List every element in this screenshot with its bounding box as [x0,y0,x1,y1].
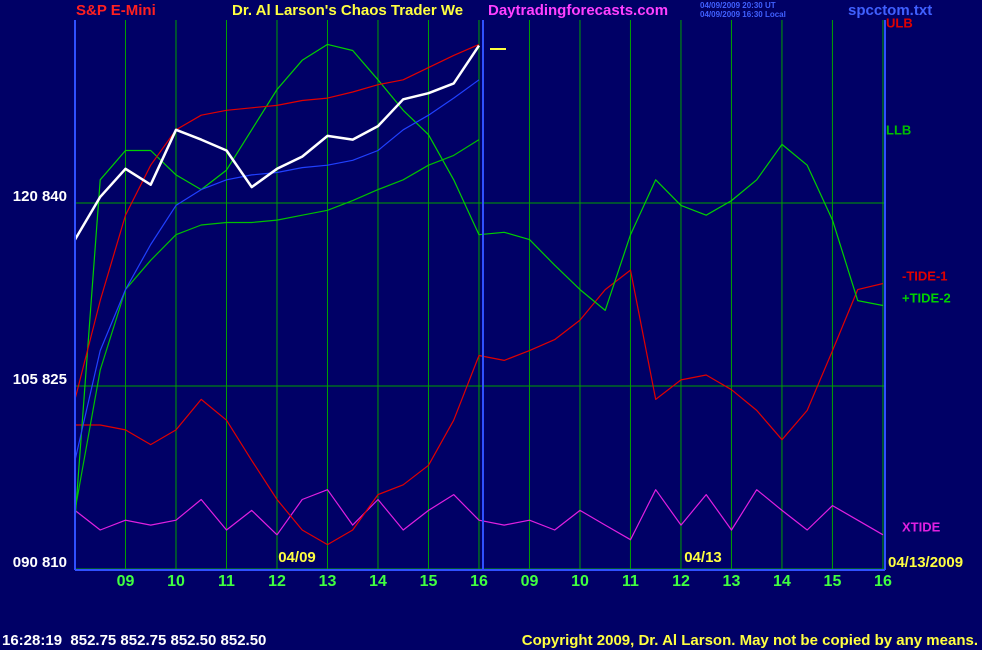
y-tick-label: 120 840 [13,188,67,205]
y-tick-label: 105 825 [13,371,67,388]
series-line [73,44,481,241]
x-tick-label: 10 [167,573,185,590]
series-line [75,269,884,546]
x-tick-label: 12 [268,573,286,590]
date-annotation: 04/09 [278,549,316,566]
x-tick-label: 09 [117,573,135,590]
x-tick-label: 16 [470,573,488,590]
series-line [74,79,480,461]
x-tick-label: 11 [622,573,639,590]
grid-layer [75,20,885,570]
x-tick-label: 09 [521,573,539,590]
series-line [74,489,884,541]
legend-label: -TIDE-1 [902,268,948,283]
x-tick-label: 12 [672,573,690,590]
legend-label: ULB [886,15,913,30]
legend-label: XTIDE [902,519,941,534]
x-tick-label: 16 [874,573,892,590]
x-tick-label: 14 [773,573,791,590]
file-name: spcctom.txt [848,2,932,19]
timestamp: 04/09/2009 16:30 Local [700,10,786,19]
y-tick-label: 090 810 [13,554,67,571]
x-tick-label: 15 [420,573,438,590]
x-tick-label: 15 [824,573,842,590]
x-tick-label: 10 [571,573,589,590]
series-layer [73,43,884,546]
status-bar: 16:28:19 852.75 852.75 852.50 852.50 [2,632,266,649]
x-tick-label: 13 [319,573,337,590]
date-annotation: 04/13 [684,549,722,566]
legend-label: +TIDE-2 [902,290,951,305]
copyright: Copyright 2009, Dr. Al Larson. May not b… [522,632,978,649]
site-name: Daytradingforecasts.com [488,2,668,19]
x-tick-label: 14 [369,573,387,590]
series-line [74,139,480,511]
chart-title: S&P E-Mini [76,2,156,19]
x-tick-label: 11 [218,573,235,590]
date-annotation: 04/13/2009 [888,554,963,571]
series-line [74,43,480,400]
legend-label: LLB [886,122,911,137]
chart-subtitle: Dr. Al Larson's Chaos Trader We [232,2,463,19]
series-line [74,43,884,521]
x-tick-label: 13 [723,573,741,590]
timestamp: 04/09/2009 20:30 UT [700,1,776,10]
